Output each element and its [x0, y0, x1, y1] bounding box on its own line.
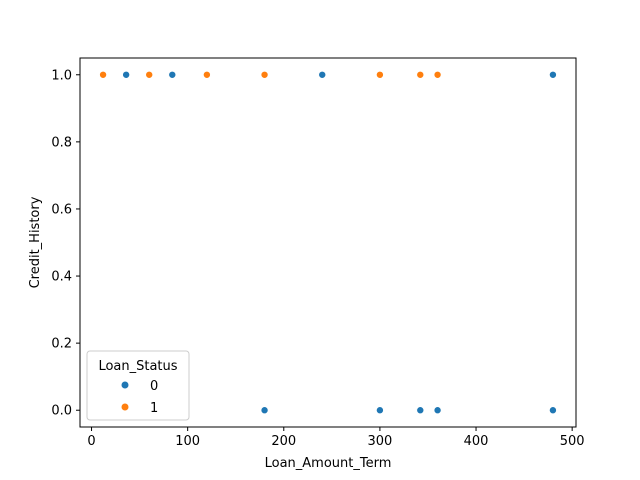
x-tick-label: 400 — [464, 434, 489, 449]
scatter-point-status-1 — [203, 70, 211, 79]
scatter-point-status-1 — [99, 70, 107, 79]
scatter-point-status-0 — [168, 70, 177, 79]
legend-marker-1 — [121, 403, 129, 411]
x-tick-label: 200 — [271, 434, 296, 449]
legend-label-0: 0 — [150, 379, 158, 394]
scatter-point-status-0 — [433, 406, 442, 415]
legend: Loan_Status 0 1 — [86, 350, 190, 421]
y-tick-label: 1.0 — [51, 68, 72, 83]
x-tick-label: 0 — [87, 434, 95, 449]
y-axis: 0.0 0.2 0.4 0.6 0.8 1.0 — [51, 68, 80, 419]
scatter-point-status-1 — [376, 70, 384, 79]
legend-box — [86, 350, 190, 421]
plot-frame — [79, 57, 577, 428]
scatter-point-status-0 — [549, 70, 557, 79]
scatter-point-status-1 — [416, 70, 425, 79]
y-tick-label: 0.4 — [51, 270, 72, 285]
y-tick-label: 0.8 — [51, 135, 72, 150]
scatter-point-status-1 — [145, 70, 154, 79]
x-axis: 0 100 200 300 400 500 — [87, 427, 585, 449]
scatter-point-status-1 — [433, 70, 442, 79]
legend-label-1: 1 — [150, 401, 158, 416]
x-tick-label: 100 — [175, 434, 200, 449]
x-tick-label: 500 — [560, 434, 585, 449]
x-axis-label: Loan_Amount_Term — [265, 456, 392, 471]
scatter-point-status-1 — [260, 70, 269, 79]
scatter-point-status-0 — [318, 70, 327, 79]
scatter-point-status-0 — [260, 406, 269, 415]
scatter-point-status-0 — [376, 406, 384, 415]
scatter-point-status-0 — [549, 406, 557, 415]
x-tick-label: 300 — [367, 434, 392, 449]
points-layer — [99, 70, 557, 415]
legend-title: Loan_Status — [98, 359, 177, 374]
y-tick-label: 0.6 — [51, 202, 72, 217]
scatter-point-status-0 — [122, 70, 130, 79]
y-tick-label: 0.2 — [51, 337, 72, 352]
y-axis-label: Credit_History — [28, 196, 43, 288]
legend-marker-0 — [121, 381, 129, 389]
scatter-point-status-0 — [416, 406, 425, 415]
y-tick-label: 0.0 — [51, 404, 72, 419]
